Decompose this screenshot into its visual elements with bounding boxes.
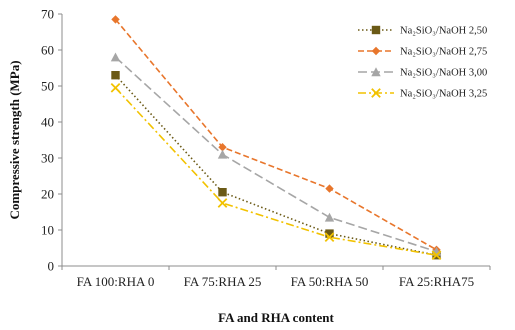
legend-marker — [371, 25, 381, 35]
y-axis-title: Compressive strength (MPa) — [7, 60, 22, 219]
x-tick-label: FA 50:RHA 50 — [291, 274, 369, 289]
legend-label: Na₂SiO₃/NaOH 2,50 — [400, 26, 487, 37]
y-tick-label: 10 — [41, 223, 54, 238]
series-4 — [110, 82, 442, 261]
data-point — [431, 250, 442, 261]
y-tick-label: 0 — [48, 259, 55, 274]
series-line — [114, 56, 437, 253]
series-line — [114, 74, 437, 256]
legend-item: Na₂SiO₃/NaOH 2,50 — [358, 26, 487, 37]
axes: 0 10 20 30 40 50 60 70 FA 100:RHA 0 FA 75:RHA 25 F… — [41, 7, 491, 289]
legend-label: Na₂SiO₃/NaOH 3,00 — [400, 68, 487, 79]
x-axis-title: FA and RHA content — [218, 310, 334, 325]
legend-marker — [371, 88, 381, 98]
data-point — [217, 149, 228, 159]
x-tick-label: FA 75:RHA 25 — [184, 274, 262, 289]
legend-item: Na₂SiO₃/NaOH 3,00 — [358, 67, 487, 79]
series-line — [114, 87, 437, 256]
data-point — [110, 52, 121, 62]
y-tick-label: 20 — [41, 187, 54, 202]
legend-marker — [371, 67, 381, 77]
series-1 — [111, 71, 441, 260]
x-tick-label: FA 100:RHA 0 — [77, 274, 155, 289]
y-tick-label: 60 — [41, 43, 54, 58]
y-tick-label: 30 — [41, 151, 54, 166]
data-point — [217, 198, 228, 208]
data-point — [111, 71, 120, 80]
data-point — [324, 232, 335, 243]
data-point — [324, 212, 335, 222]
legend-label: Na₂SiO₃/NaOH 2,75 — [400, 47, 487, 58]
data-point — [325, 229, 334, 238]
x-tick-label: FA 25:RHA75 — [399, 274, 474, 289]
y-tick-label: 40 — [41, 115, 54, 130]
series-layer — [110, 15, 442, 261]
series-3 — [110, 52, 442, 256]
series-2 — [111, 15, 441, 254]
y-tick-label: 70 — [41, 7, 54, 22]
data-point — [218, 143, 227, 152]
data-point — [111, 15, 120, 24]
data-point — [218, 188, 227, 197]
series-line — [114, 18, 437, 251]
legend-label: Na₂SiO₃/NaOH 3,25 — [400, 89, 487, 100]
data-point — [110, 82, 121, 93]
data-point — [325, 184, 334, 193]
legend-item: Na₂SiO₃/NaOH 3,25 — [358, 88, 487, 100]
legend-item: Na₂SiO₃/NaOH 2,75 — [358, 47, 487, 58]
y-tick-label: 50 — [41, 79, 54, 94]
legend: Na₂SiO₃/NaOH 2,50 Na₂SiO₃/NaOH 2,75 Na₂SiO… — [358, 26, 487, 100]
legend-marker — [371, 46, 381, 56]
